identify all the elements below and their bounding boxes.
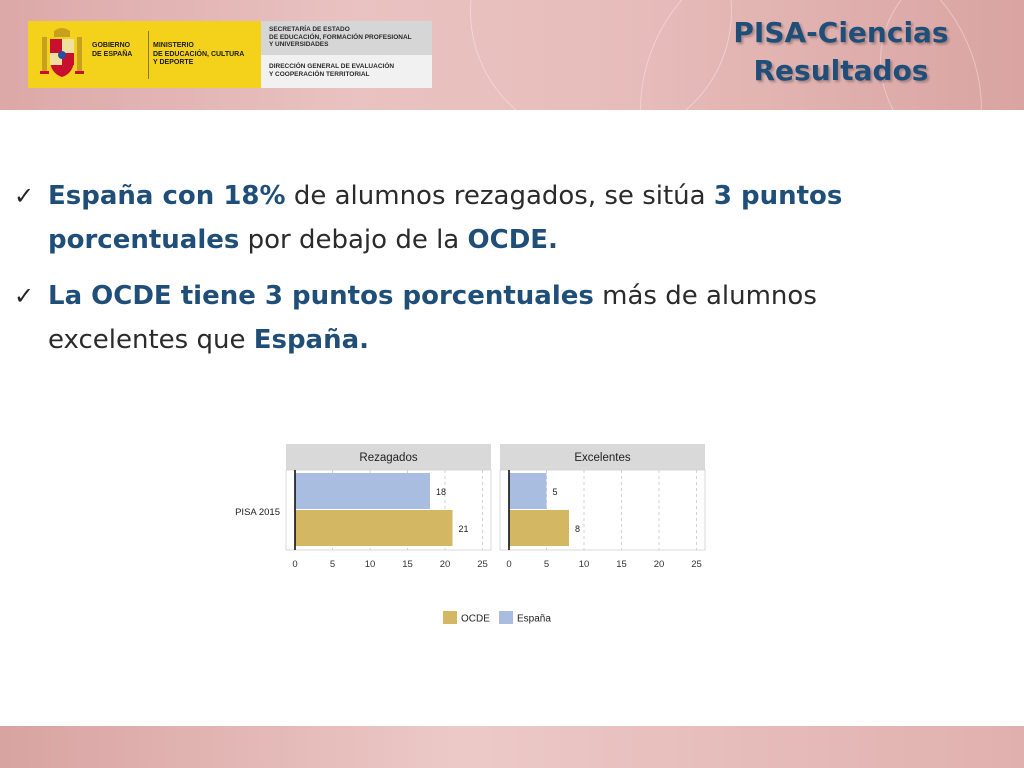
government-logo: GOBIERNO DE ESPAÑA MINISTERIO DE EDUCACI… (28, 21, 432, 88)
logo-divider (148, 31, 149, 79)
bullet-text-part: 3 puntos porcentuales (48, 181, 843, 255)
panel-title-0: Rezagados (359, 452, 417, 464)
coat-of-arms-icon (40, 27, 84, 77)
tick-label: 0 (292, 559, 297, 570)
logo-gobierno-text: GOBIERNO DE ESPAÑA (92, 42, 133, 58)
panel-title-1: Excelentes (574, 452, 631, 464)
logo-yellow-panel: GOBIERNO DE ESPAÑA MINISTERIO DE EDUCACI… (28, 21, 261, 88)
bullet-list: ✓ España con 18% de alumnos rezagados, s… (14, 174, 944, 374)
checkmark-icon: ✓ (14, 182, 35, 210)
footer-band (0, 726, 1024, 768)
legend-label: OCDE (461, 614, 490, 625)
tick-label: 20 (440, 559, 451, 570)
pisa-bar-chart: Rezagados 18 21 0 5 10 15 20 25 Excelentes 5 8 0 5 10 1… (235, 444, 706, 625)
title-line-2: Resultados (753, 54, 929, 87)
bullet-text-part: por debajo de la (239, 225, 468, 255)
title-line-1: PISA-Ciencias (733, 16, 949, 49)
bullet-text-part: La OCDE tiene 3 puntos porcentuales (48, 281, 594, 311)
tick-label: 15 (616, 559, 627, 570)
logo-secretaria-text: SECRETARÍA DE ESTADO DE EDUCACIÓN, FORMA… (261, 21, 432, 55)
tick-label: 0 (506, 559, 511, 570)
panel-header-0 (286, 444, 491, 470)
legend-swatch-españa (499, 611, 513, 624)
data-label: 8 (575, 524, 580, 534)
bullet-text-part: de alumnos rezagados, se sitúa (285, 181, 714, 211)
tick-label: 10 (579, 559, 590, 570)
data-label: 5 (553, 487, 558, 497)
panel-header-1 (500, 444, 705, 470)
bar-excelentes-españa (509, 473, 547, 509)
logo-direccion-text: DIRECCIÓN GENERAL DE EVALUACIÓN Y COOPER… (261, 55, 432, 88)
decor-circle (880, 0, 1024, 110)
tick-label: 25 (477, 559, 488, 570)
bullet-text-part: más de alumnos excelentes que (48, 281, 817, 355)
bar-excelentes-ocde (509, 510, 569, 546)
data-label: 21 (459, 524, 469, 534)
tick-label: 15 (402, 559, 413, 570)
bullet-item-2: ✓ La OCDE tiene 3 puntos porcentuales má… (14, 274, 944, 362)
bullet-text-part: 18% (223, 181, 286, 211)
tick-label: 10 (365, 559, 376, 570)
bar-rezagados-ocde (295, 510, 453, 546)
logo-ministerio-text: MINISTERIO DE EDUCACIÓN, CULTURA Y DEPOR… (153, 42, 245, 66)
tick-label: 25 (691, 559, 702, 570)
bullet-text-part: OCDE. (467, 225, 558, 255)
bullet-text-part: España. (253, 325, 370, 355)
category-label: PISA 2015 (235, 507, 280, 518)
slide-title: PISA-Ciencias Resultados (700, 14, 982, 90)
tick-label: 5 (544, 559, 549, 570)
bullet-item-1: ✓ España con 18% de alumnos rezagados, s… (14, 174, 944, 262)
legend-label: España (517, 614, 551, 625)
logo-grey-panel: SECRETARÍA DE ESTADO DE EDUCACIÓN, FORMA… (261, 21, 432, 88)
tick-label: 5 (330, 559, 335, 570)
tick-label: 20 (654, 559, 665, 570)
data-label: 18 (436, 487, 446, 497)
bar-rezagados-españa (295, 473, 430, 509)
checkmark-icon: ✓ (14, 282, 35, 310)
bullet-text-part: España con (48, 181, 224, 211)
legend-swatch-ocde (443, 611, 457, 624)
